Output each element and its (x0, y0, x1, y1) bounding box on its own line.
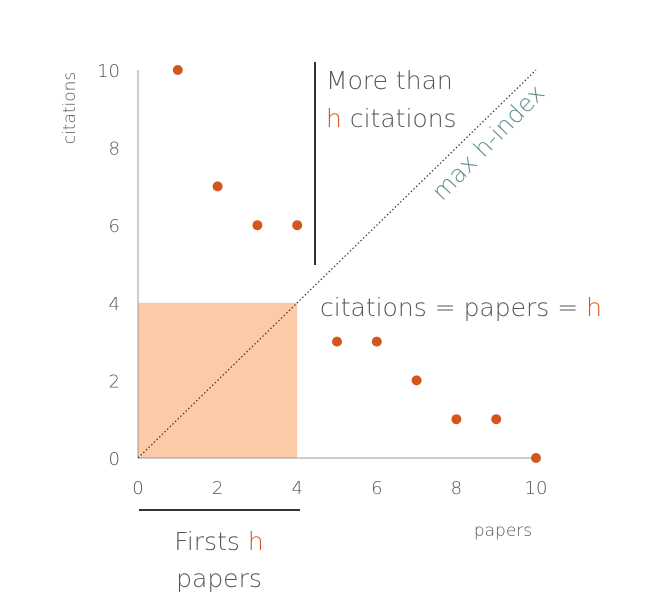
equality-h: h (586, 293, 602, 322)
data-point (252, 220, 263, 231)
x-tick-label: 2 (212, 478, 223, 499)
equality-label: citations = papers = h (320, 293, 602, 322)
data-point (172, 65, 183, 75)
data-point (371, 336, 382, 347)
x-tick-label: 4 (291, 478, 302, 499)
y-tick-label: 0 (109, 449, 120, 470)
data-point (531, 453, 541, 463)
axes (137, 70, 536, 459)
data-point (411, 375, 422, 386)
data-point (451, 414, 462, 425)
tick-labels: 0 2 4 6 8 10 0 2 4 6 8 10 (97, 61, 547, 499)
y-tick-label: 8 (109, 139, 120, 160)
data-point (332, 336, 342, 347)
firsts-label-line2: papers (176, 564, 262, 593)
diagonal-line (137, 69, 537, 459)
data-point (212, 181, 223, 192)
more-than-label-line1: More than (326, 66, 453, 95)
diagonal-label: max h-index (426, 79, 550, 206)
y-tick-label: 4 (109, 294, 120, 315)
firsts-prefix: Firsts (174, 527, 248, 556)
y-tick-label: 10 (97, 61, 120, 82)
more-than-h: h (326, 104, 342, 133)
more-than-citations: citations (350, 104, 457, 133)
data-point (292, 220, 303, 231)
more-than-label-line2: h citations (326, 104, 457, 133)
x-axis-title: papers (474, 521, 532, 541)
x-tick-label: 0 (132, 478, 143, 499)
y-axis-title: citations (60, 72, 80, 145)
y-tick-label: 6 (109, 216, 120, 237)
x-tick-label: 8 (451, 478, 462, 499)
firsts-label-line1: Firsts h (174, 527, 263, 556)
x-tick-label: 10 (525, 478, 548, 499)
data-point (491, 414, 502, 425)
x-tick-label: 6 (371, 478, 382, 499)
firsts-h: h (248, 527, 264, 556)
data-points (172, 65, 541, 463)
y-tick-label: 2 (109, 371, 120, 392)
equality-prefix: citations = papers = (320, 293, 586, 322)
